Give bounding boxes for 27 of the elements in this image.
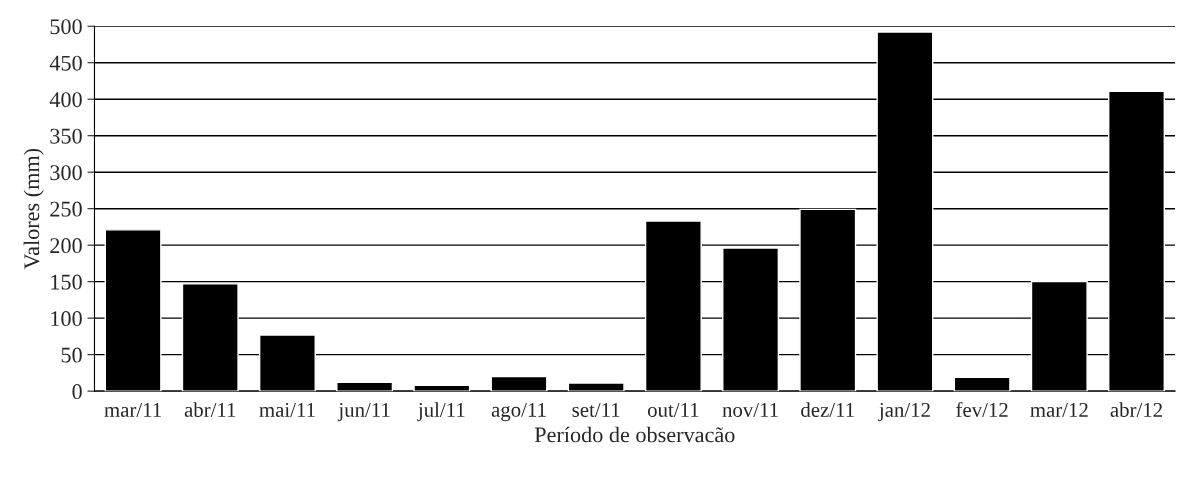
y-tick-label: 50 [61, 347, 82, 363]
x-axis-title: Período de observacão [534, 426, 735, 443]
y-tick-label: 300 [50, 165, 82, 181]
x-tick-label: nov/11 [722, 402, 778, 417]
x-tick-label: ago/11 [491, 402, 546, 422]
y-tick-label: 400 [49, 92, 82, 108]
x-tick-label: set/11 [572, 402, 620, 417]
x-tick-label: out/11 [647, 402, 699, 417]
y-tick-label: 0 [72, 384, 82, 400]
x-tick-label: jul/11 [417, 402, 465, 422]
y-axis-title: Valores (mm) [23, 148, 44, 270]
y-tick-label: 250 [50, 201, 82, 217]
x-tick-label: mai/11 [259, 402, 315, 417]
x-tick-label: jan/12 [878, 402, 930, 422]
x-tick-label: jun/11 [337, 402, 390, 422]
y-tick-label: 100 [51, 311, 82, 327]
y-tick-label: 450 [49, 55, 82, 71]
y-tick-label: 500 [50, 19, 82, 35]
x-tick-label: fev/12 [956, 402, 1008, 417]
x-tick-label: abr/11 [184, 402, 236, 417]
y-tick-label: 200 [50, 238, 82, 254]
x-tick-label: mar/11 [104, 402, 161, 417]
x-tick-label: dez/11 [801, 402, 854, 417]
x-tick-label: mar/12 [1030, 402, 1088, 417]
y-tick-label: 150 [51, 274, 82, 290]
x-tick-label: abr/12 [1110, 402, 1162, 417]
y-tick-label: 350 [50, 128, 82, 144]
